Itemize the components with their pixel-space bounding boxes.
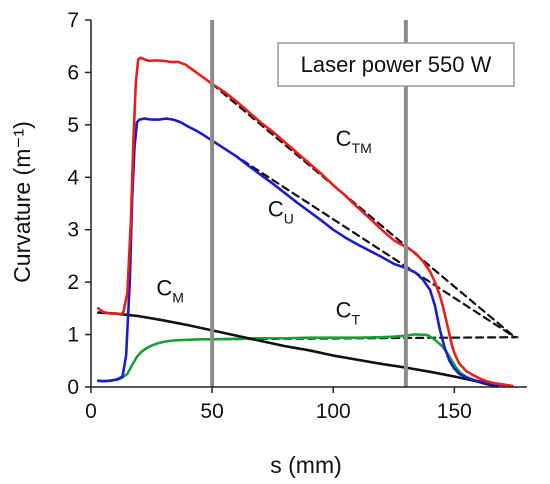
series-annotation-c-tm: CTM <box>336 126 372 156</box>
y-tick-label: 7 <box>67 9 79 32</box>
y-axis-title: Curvature (m⁻¹) <box>9 121 35 283</box>
y-tick-label: 2 <box>67 271 79 294</box>
y-tick-label: 6 <box>67 61 79 84</box>
y-tick-label: 4 <box>67 166 79 189</box>
x-tick-label: 150 <box>437 400 472 423</box>
series-line-fit-tm <box>211 82 516 339</box>
series-line-c-tm <box>96 56 514 388</box>
series-annotation-c-u: CU <box>268 197 294 227</box>
y-tick-label: 0 <box>67 376 79 399</box>
series-annotation-c-m: CM <box>156 275 184 305</box>
x-tick-label: 50 <box>200 400 223 423</box>
legend-box: Laser power 550 W <box>277 42 515 87</box>
legend-frame <box>277 42 515 87</box>
series-line-fit-u <box>211 139 516 339</box>
y-tick-label: 5 <box>67 114 79 137</box>
plot-area: CTM CU CM CT <box>96 20 519 388</box>
axes: 0 1 2 3 4 5 6 7 0 50 100 150 <box>67 9 527 423</box>
x-axis-title: s (mm) <box>270 452 342 478</box>
legend-label: Laser power 550 W <box>301 52 492 77</box>
x-tick-label: 100 <box>316 400 351 423</box>
y-tick-label: 1 <box>67 324 79 347</box>
y-tick-label: 3 <box>67 219 79 242</box>
series-annotation-c-t: CT <box>336 297 361 327</box>
x-tick-label: 0 <box>85 400 97 423</box>
series-line-c-u <box>96 117 509 387</box>
